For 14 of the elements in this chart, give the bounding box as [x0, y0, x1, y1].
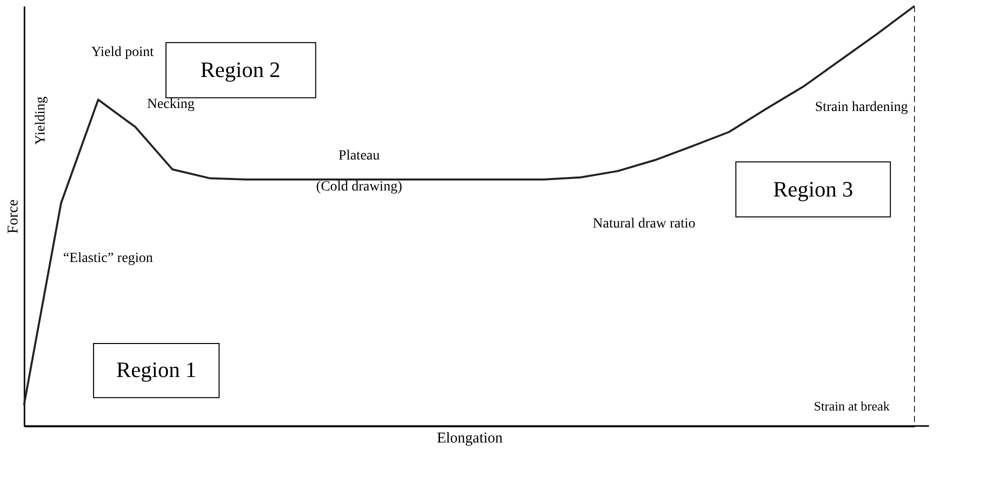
- annotation: Region 2: [200, 57, 280, 82]
- annotation: Region 1: [116, 357, 196, 382]
- annotation: Strain hardening: [814, 100, 908, 115]
- annotation: Yielding: [33, 96, 48, 145]
- annotation: Strain at break: [814, 398, 890, 414]
- annotation: “Elastic” region: [63, 251, 153, 266]
- annotation: Necking: [147, 97, 195, 112]
- annotation: Yield point: [91, 44, 154, 60]
- y-axis-title: Force: [6, 199, 22, 234]
- annotation: Plateau: [338, 148, 380, 164]
- annotation: Region 3: [773, 176, 854, 202]
- annotation: Natural draw ratio: [592, 216, 696, 232]
- x-axis-title: Elongation: [436, 430, 504, 446]
- annotation: (Cold drawing): [316, 180, 402, 195]
